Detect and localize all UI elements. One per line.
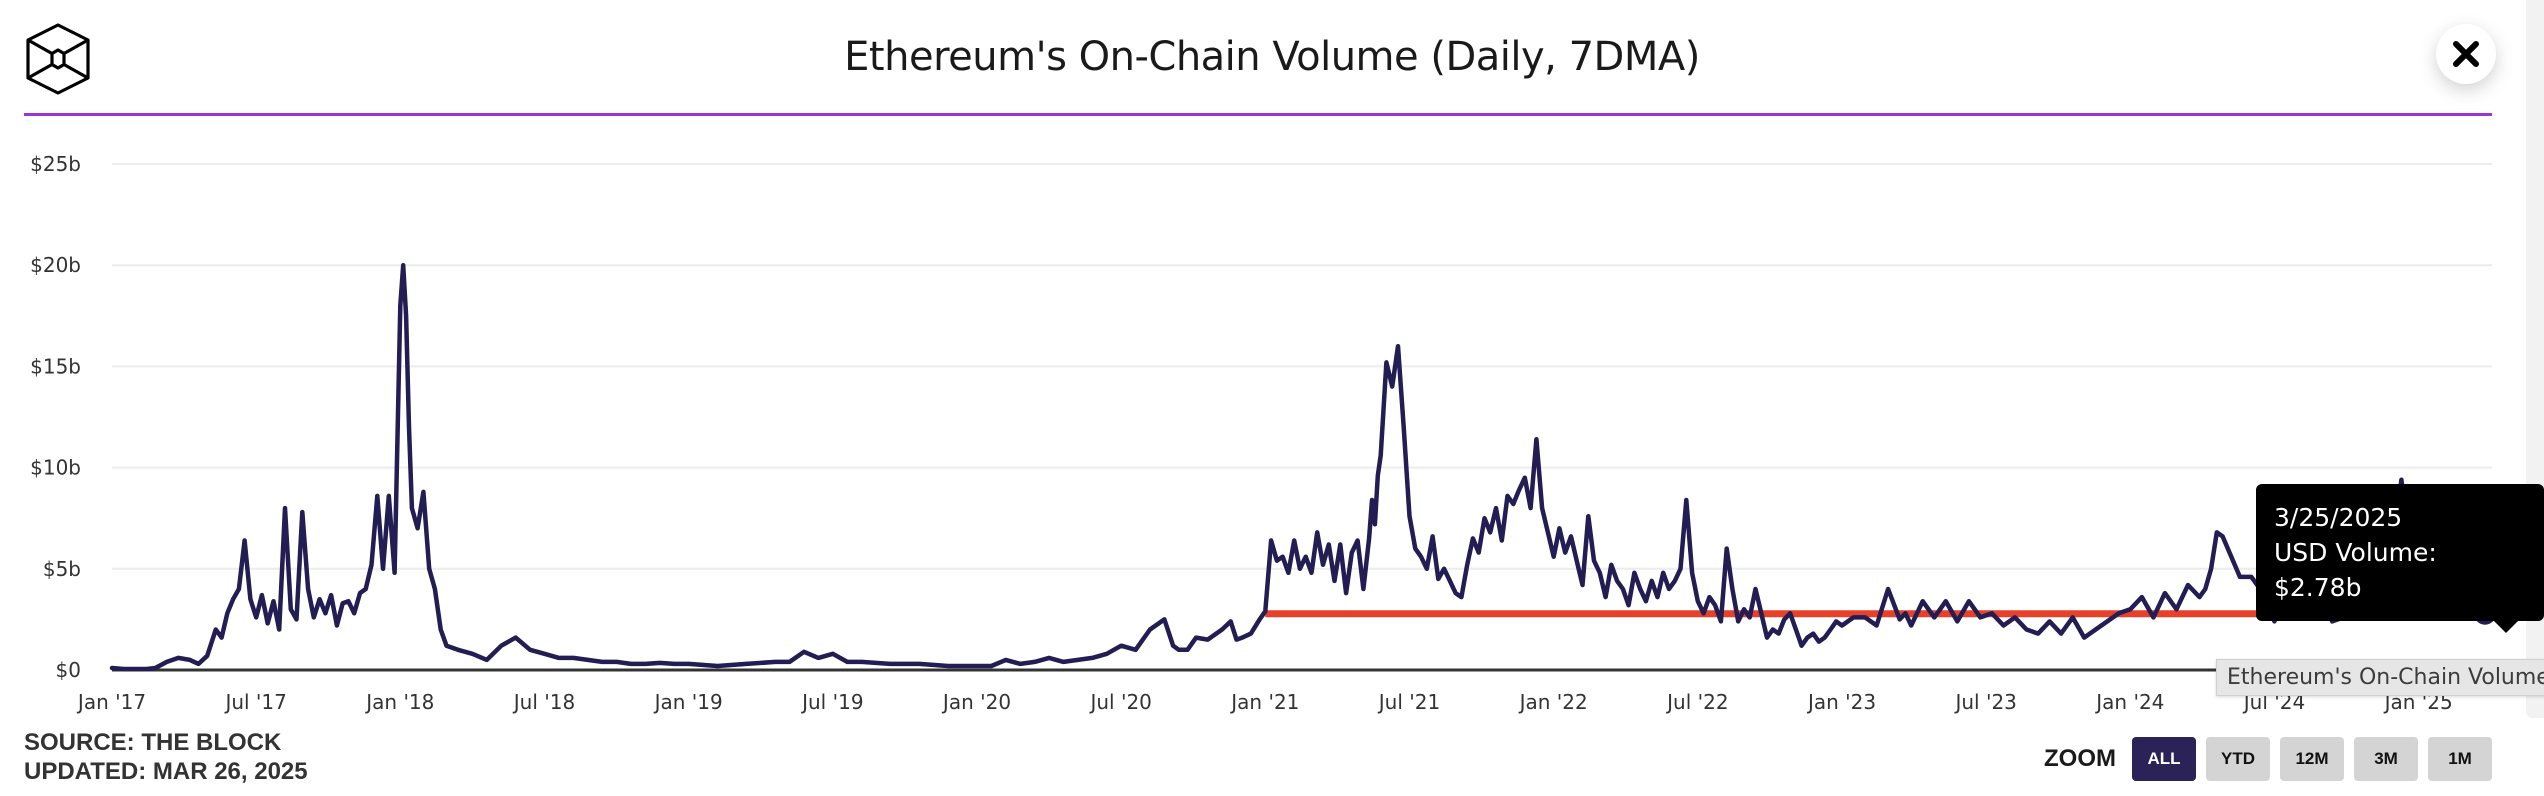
zoom-button-all[interactable]: ALL <box>2132 737 2196 781</box>
x-axis-ticks: Jan '17 Jul '17 Jan '18 Jul '18 Jan '19 Jul '… <box>76 690 2453 714</box>
x-tick-label: Jul '23 <box>1953 690 2016 714</box>
gridlines <box>112 163 2492 570</box>
x-tick-label: Jan '20 <box>941 690 1011 714</box>
y-tick-label: $25b <box>30 152 81 176</box>
x-tick-label: Jul '20 <box>1088 690 1151 714</box>
y-tick-label: $5b <box>43 557 81 581</box>
chart-title: Ethereum's On-Chain Volume (Daily, 7DMA) <box>844 34 1700 80</box>
tooltip-date: 3/25/2025 <box>2274 503 2403 532</box>
y-axis-ticks: $0 $5b $10b $15b $20b $25b <box>30 152 81 682</box>
close-icon <box>2453 41 2479 67</box>
y-tick-label: $15b <box>30 354 81 378</box>
data-tooltip: 3/25/2025 USD Volume: $2.78b <box>2256 484 2544 633</box>
zoom-button-1m[interactable]: 1M <box>2428 737 2492 781</box>
zoom-button-12m[interactable]: 12M <box>2280 737 2344 781</box>
x-tick-label: Jan '21 <box>1229 690 1299 714</box>
zoom-controls: ZOOM ALL YTD 12M 3M 1M <box>2044 737 2492 781</box>
source-info: SOURCE: THE BLOCK UPDATED: MAR 26, 2025 <box>24 728 308 786</box>
x-tick-label: Jan '19 <box>653 690 723 714</box>
x-tick-label: Jul '17 <box>223 690 286 714</box>
x-tick-label: Jul '22 <box>1665 690 1728 714</box>
y-tick-label: $20b <box>30 253 81 277</box>
zoom-button-ytd[interactable]: YTD <box>2206 737 2270 781</box>
series-line-ethereum-volume[interactable] <box>109 262 2479 672</box>
zoom-label: ZOOM <box>2044 745 2116 772</box>
y-tick-label: $0 <box>56 658 81 682</box>
x-tick-label: Jul '19 <box>800 690 863 714</box>
y-tick-label: $10b <box>30 456 81 480</box>
x-tick-label: Jul '21 <box>1377 690 1440 714</box>
tooltip-value: USD Volume: $2.78b <box>2274 538 2437 602</box>
zoom-button-3m[interactable]: 3M <box>2354 737 2418 781</box>
close-button[interactable] <box>2436 24 2496 84</box>
x-tick-label: Jan '17 <box>76 690 146 714</box>
x-tick-label: Jan '24 <box>2094 690 2164 714</box>
x-tick-label: Jan '18 <box>364 690 434 714</box>
source-label: SOURCE: THE BLOCK <box>24 729 282 756</box>
x-tick-label: Jan '23 <box>1806 690 1876 714</box>
updated-label: UPDATED: MAR 26, 2025 <box>24 758 308 785</box>
x-tick-label: Jan '22 <box>1518 690 1588 714</box>
x-tick-label: Jul '18 <box>512 690 575 714</box>
title-divider <box>24 113 2492 116</box>
series-hover-title: Ethereum's On-Chain Volume <box>2216 659 2544 696</box>
the-block-logo <box>26 23 90 95</box>
